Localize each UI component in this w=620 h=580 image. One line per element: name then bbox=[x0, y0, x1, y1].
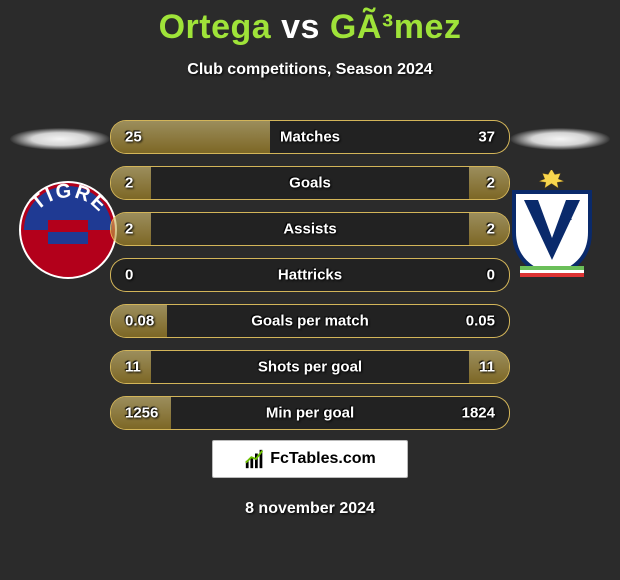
stat-value-right: 0 bbox=[487, 267, 495, 284]
stat-value-right: 1824 bbox=[462, 405, 495, 422]
stat-row: 1256 Min per goal 1824 bbox=[110, 396, 510, 430]
player1-name: Ortega bbox=[159, 8, 272, 46]
footer-brand-text: FcTables.com bbox=[270, 450, 376, 468]
stat-value-left: 1256 bbox=[125, 405, 158, 422]
stat-label: Hattricks bbox=[278, 267, 342, 284]
stat-row: 2 Goals 2 bbox=[110, 166, 510, 200]
stat-value-right: 0.05 bbox=[466, 313, 495, 330]
footer-date: 8 november 2024 bbox=[245, 500, 375, 518]
stat-label: Assists bbox=[283, 221, 336, 238]
stat-row: 25 Matches 37 bbox=[110, 120, 510, 154]
tigre-badge-icon: TIGRE bbox=[18, 180, 118, 280]
team-badge-left: TIGRE bbox=[18, 180, 118, 280]
stat-row: 11 Shots per goal 11 bbox=[110, 350, 510, 384]
stat-value-right: 2 bbox=[487, 175, 495, 192]
velez-badge-icon: C A bbox=[502, 170, 602, 280]
stat-value-left: 11 bbox=[125, 359, 141, 376]
stats-table: 25 Matches 37 2 Goals 2 2 Assists 2 0 Hattricks 0 0.… bbox=[110, 120, 510, 442]
player2-name: GÃ³mez bbox=[330, 8, 461, 46]
comparison-title: Ortega vs GÃ³mez bbox=[0, 0, 620, 47]
team-badge-right: C A bbox=[502, 170, 602, 270]
stat-row: 0 Hattricks 0 bbox=[110, 258, 510, 292]
stat-value-right: 37 bbox=[478, 129, 495, 146]
subtitle: Club competitions, Season 2024 bbox=[0, 61, 620, 79]
stat-row: 0.08 Goals per match 0.05 bbox=[110, 304, 510, 338]
stat-value-left: 0 bbox=[125, 267, 133, 284]
stat-label: Matches bbox=[280, 129, 340, 146]
svg-text:A: A bbox=[562, 207, 572, 223]
stat-label: Shots per goal bbox=[258, 359, 362, 376]
stat-value-right: 2 bbox=[487, 221, 495, 238]
badge-right-shadow bbox=[510, 128, 610, 150]
stat-value-right: 11 bbox=[479, 359, 495, 376]
svg-text:C: C bbox=[532, 207, 542, 223]
vs-text: vs bbox=[281, 8, 320, 46]
stat-value-left: 0.08 bbox=[125, 313, 154, 330]
stat-value-left: 2 bbox=[125, 221, 133, 238]
stat-label: Goals per match bbox=[251, 313, 369, 330]
stat-row: 2 Assists 2 bbox=[110, 212, 510, 246]
stat-label: Min per goal bbox=[266, 405, 354, 422]
stat-value-left: 25 bbox=[125, 129, 142, 146]
badge-left-shadow bbox=[10, 128, 110, 150]
stat-value-left: 2 bbox=[125, 175, 133, 192]
stat-label: Goals bbox=[289, 175, 331, 192]
chart-icon bbox=[244, 448, 266, 470]
footer-brand-badge: FcTables.com bbox=[212, 440, 408, 478]
